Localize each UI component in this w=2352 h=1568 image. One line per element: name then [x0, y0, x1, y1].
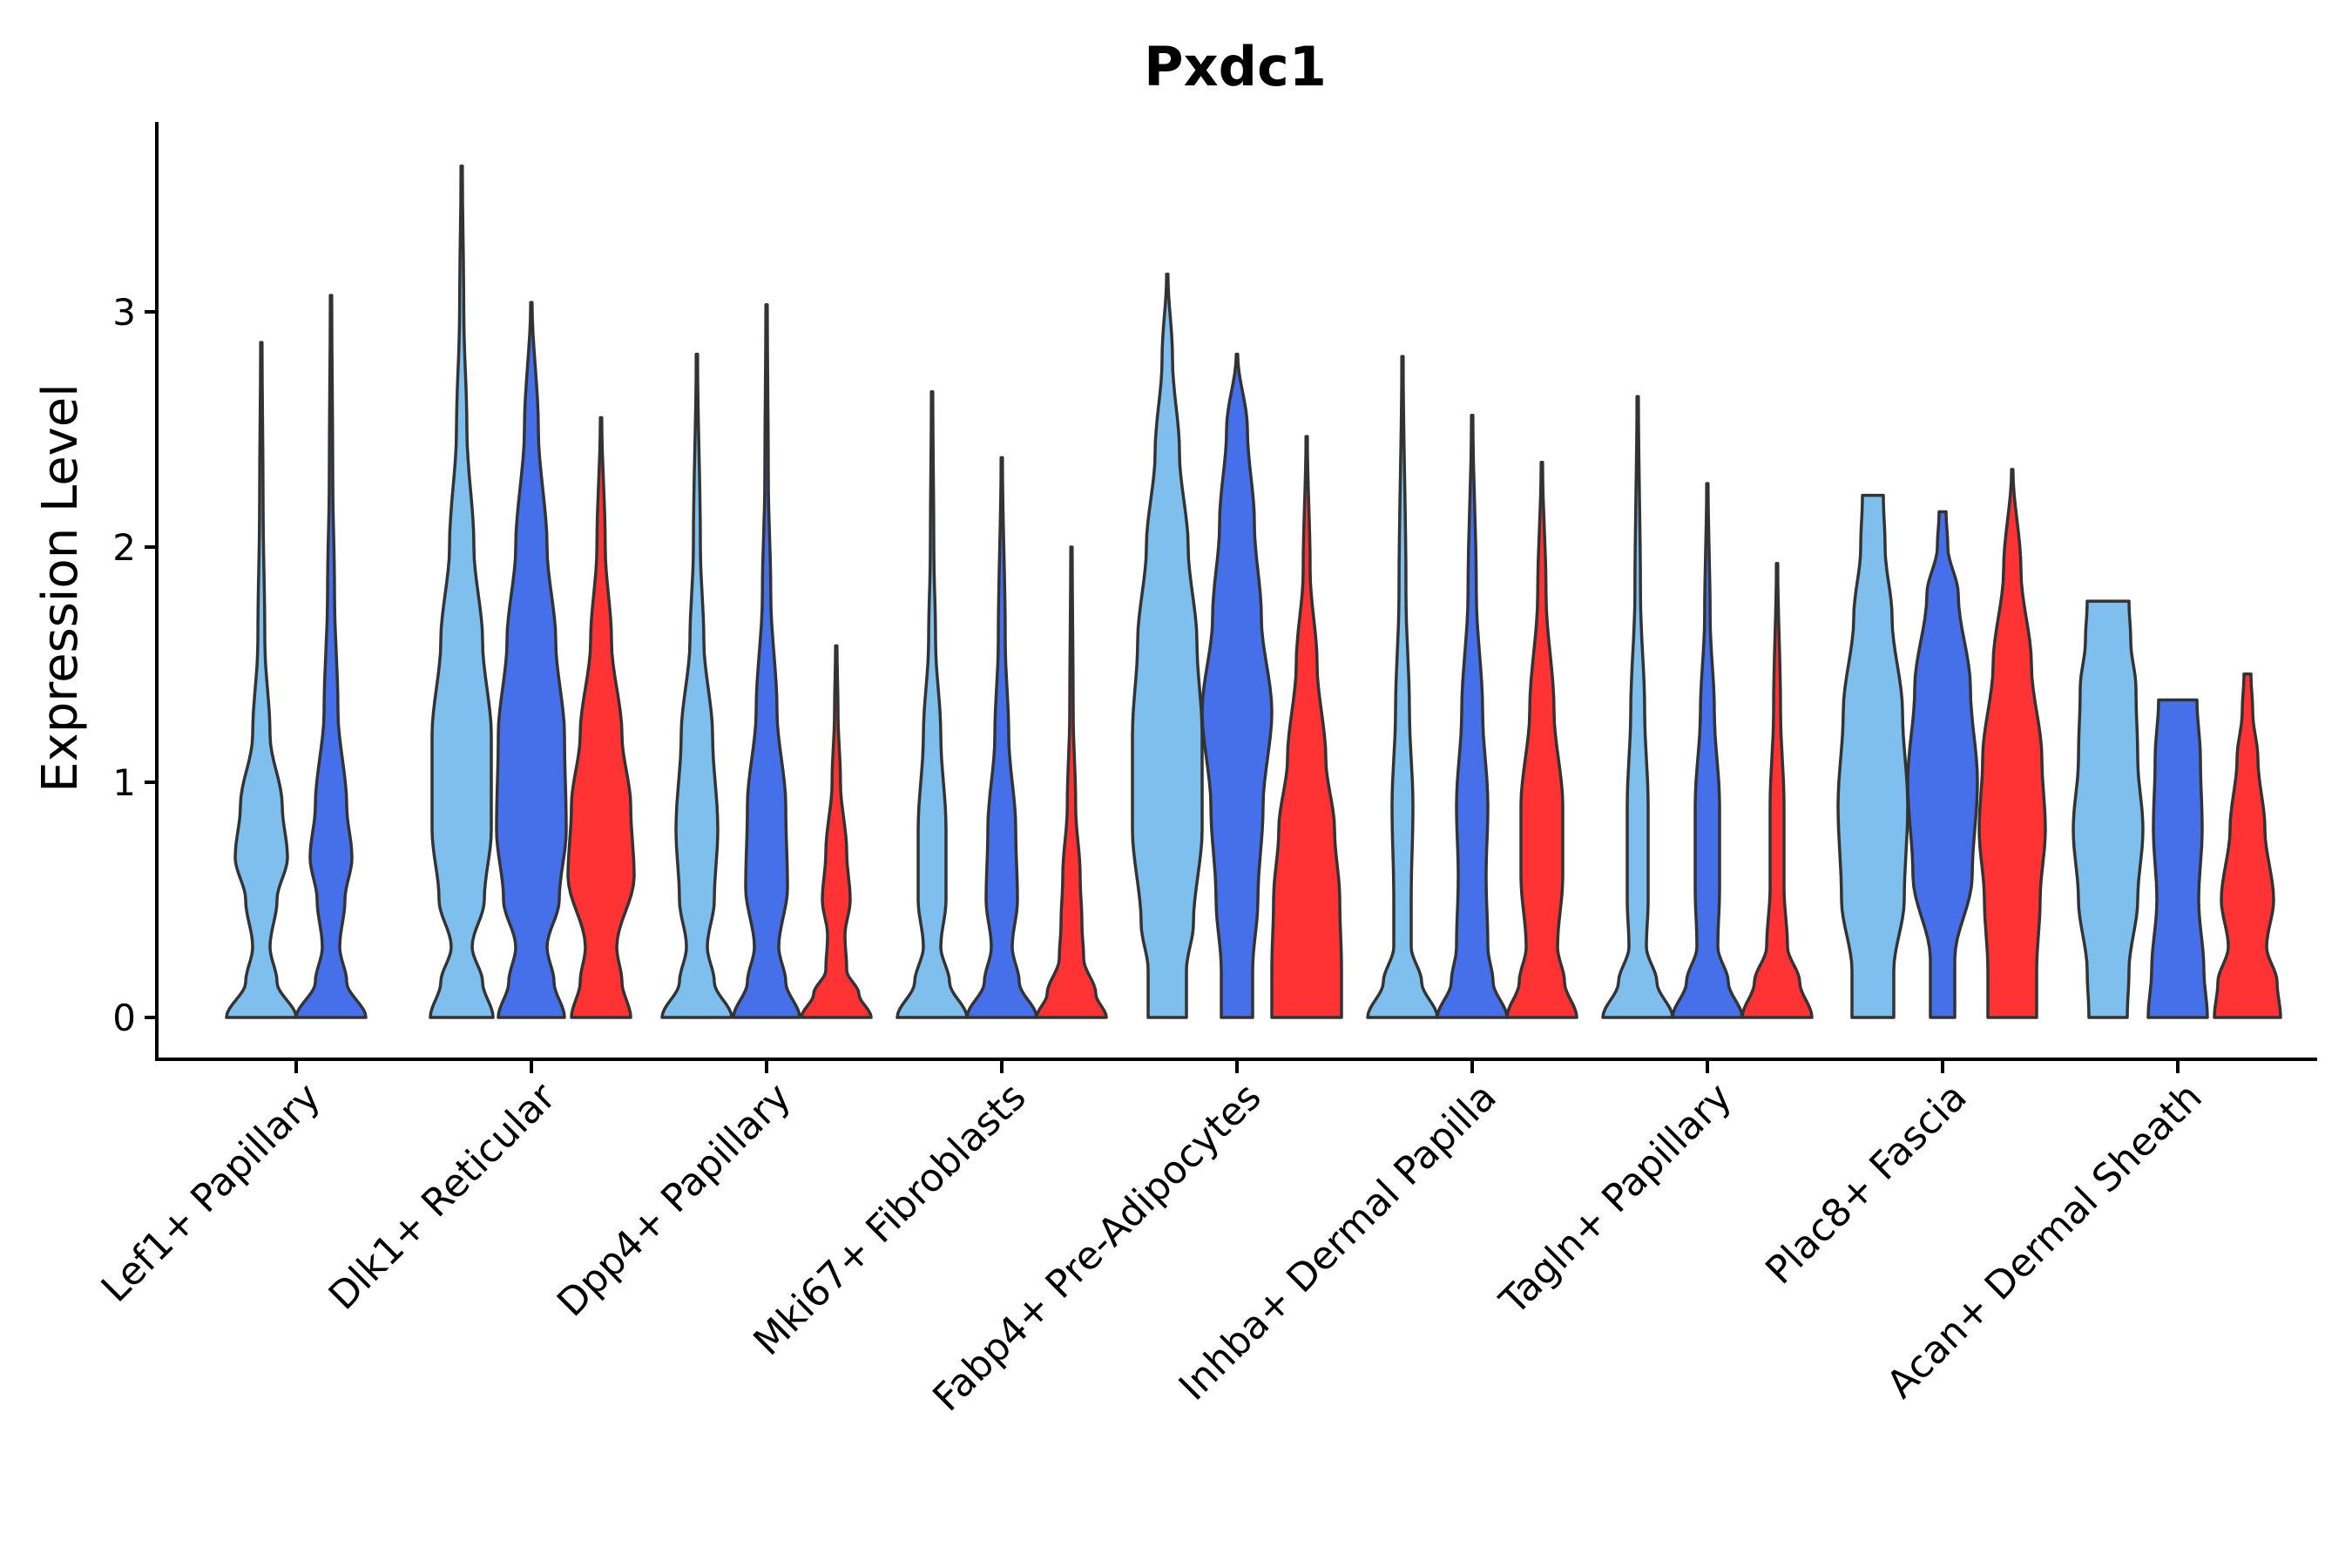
- violin-group-3: [566, 416, 636, 1019]
- chart-title: Pxdc1: [1144, 35, 1327, 98]
- violin-group-1: [225, 341, 298, 1019]
- y-tick-label-3: 3: [112, 291, 136, 334]
- y-axis-label: Expression Level: [32, 383, 89, 793]
- x-tick-label: Tagln+ Papillary: [1491, 1075, 1740, 1324]
- y-tick-label-2: 2: [112, 526, 136, 569]
- x-tick-label: Dpp4+ Papillary: [549, 1075, 800, 1326]
- violin-group-1: [896, 390, 969, 1019]
- y-tick-label-1: 1: [112, 761, 136, 804]
- violin-group-2: [495, 301, 568, 1019]
- violin-group-1: [660, 352, 733, 1019]
- violin-group-2: [1906, 510, 1979, 1019]
- violin-group-2: [965, 456, 1038, 1019]
- violin-group-2: [732, 303, 801, 1019]
- violins: [225, 164, 2282, 1019]
- violin-group-1: [1131, 273, 1204, 1019]
- y-tick-label-0: 0: [112, 997, 136, 1039]
- violin-group-3: [2213, 672, 2282, 1019]
- violin-group-2: [1671, 482, 1744, 1019]
- violin-group-1: [2072, 599, 2145, 1019]
- y-ticks: 0 1 2 3: [112, 291, 157, 1039]
- x-tick-label: Dlk1+ Reticular: [321, 1074, 565, 1319]
- violin-group-1: [1601, 395, 1674, 1019]
- violin-group-3: [1740, 562, 1814, 1019]
- x-tick-label: Lef1+ Papillary: [93, 1075, 329, 1311]
- violin-group-3: [1977, 468, 2047, 1019]
- violin-group-2: [2146, 698, 2209, 1019]
- violin-group-1: [1366, 355, 1439, 1019]
- violin-group-3: [1505, 461, 1578, 1019]
- violin-group-2: [1200, 352, 1274, 1019]
- violin-group-2: [1436, 414, 1509, 1019]
- violin-group-1: [429, 164, 495, 1019]
- x-tick-label: Plac8+ Fascia: [1757, 1075, 1976, 1294]
- violin-group-1: [1836, 493, 1909, 1019]
- violin-group-3: [1270, 435, 1343, 1019]
- violin-group-2: [294, 294, 368, 1019]
- violin-group-3: [1035, 545, 1108, 1019]
- violin-group-3: [800, 644, 873, 1019]
